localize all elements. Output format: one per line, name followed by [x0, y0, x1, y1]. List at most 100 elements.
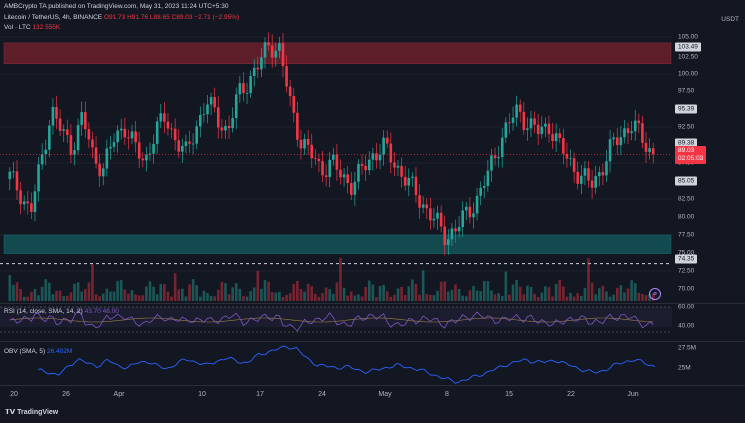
candle-body [357, 163, 360, 182]
volume-bar [303, 291, 306, 301]
candle-body [371, 153, 375, 160]
candle-body [181, 145, 184, 152]
candle-body [619, 137, 623, 146]
candle-body [375, 153, 378, 161]
volume-bar [127, 293, 130, 301]
volume-bar [623, 292, 626, 301]
volume-bar [425, 294, 429, 301]
volume-bar [486, 281, 490, 301]
indicator-settings-icon[interactable]: ⌀ [649, 288, 661, 300]
candle-body [342, 174, 346, 178]
volume-bar [421, 270, 425, 301]
volume-bar [15, 282, 19, 301]
candle-body [526, 128, 529, 130]
candle-body [227, 125, 231, 129]
volume-bar [382, 284, 385, 301]
candle-body [130, 131, 134, 139]
volume-bar [184, 296, 188, 301]
volume-bar [580, 296, 583, 301]
volume-bar [191, 279, 195, 301]
candle-body [562, 137, 565, 154]
symbol-legend: Litecoin / TetherUS, 4h, BINANCE O91.73 … [4, 14, 239, 21]
candle-body [152, 143, 155, 154]
volume-bar [195, 285, 199, 301]
candle-body [224, 125, 227, 131]
candle-body [522, 111, 526, 130]
volume-bar [447, 291, 450, 301]
candle-body [119, 128, 123, 131]
candle-body [76, 124, 80, 151]
candle-body [22, 201, 26, 205]
ohlc-values: O91.73 H91.76 L88.65 C89.03 −2.71 (−2.95… [103, 14, 240, 21]
volume-bar [242, 295, 245, 301]
obv-legend[interactable]: OBV (SMA, 5) 26.402M [4, 348, 72, 355]
time-tick: 24 [318, 391, 326, 398]
volume-bar [590, 282, 594, 301]
volume-bar [482, 280, 486, 301]
candle-body [8, 171, 12, 180]
time-tick: 10 [198, 391, 206, 398]
tradingview-logo[interactable]: 𝗧𝗩 TradingView [5, 408, 58, 416]
volume-bar [475, 290, 479, 301]
candle-body [206, 104, 209, 115]
volume-bar [371, 284, 375, 301]
volume-bar [583, 288, 587, 301]
volume-bar [357, 294, 360, 301]
volume-bar [51, 294, 55, 301]
level-price-tag: 89.38 [675, 138, 698, 148]
candle-body [580, 175, 583, 184]
candle-body [436, 212, 439, 219]
candle-body [216, 107, 220, 128]
volume-bar [526, 285, 529, 301]
rsi-legend[interactable]: RSI (14, close, SMA, 14, 2) 43.70 48.00 [4, 308, 119, 315]
volume-bar [479, 291, 482, 301]
volume-bar [396, 288, 400, 301]
candle-body [565, 153, 569, 159]
rsi-band [0, 307, 672, 327]
volume-bar [19, 289, 22, 301]
price-tick: 97.50 [678, 87, 695, 95]
candle-body [91, 139, 94, 148]
volume-bar [66, 295, 69, 301]
volume-value: 132.555K [32, 24, 61, 31]
obv-legend-label: OBV (SMA, 5) [4, 348, 46, 355]
volume-bar [540, 292, 544, 301]
candle-body [382, 137, 385, 155]
time-tick: 20 [10, 391, 18, 398]
volume-bar [569, 293, 572, 301]
volume-bar [263, 279, 267, 301]
pane-separator[interactable] [0, 303, 745, 304]
candle-body [572, 158, 576, 172]
candle-body [256, 67, 260, 70]
candle-body [633, 120, 637, 132]
candle-body [213, 97, 216, 108]
candle-body [490, 155, 493, 171]
candle-body [105, 148, 109, 169]
candle-body [170, 128, 173, 130]
volume-bar [213, 296, 216, 301]
candle-body [497, 157, 500, 159]
candle-body [536, 124, 540, 135]
candle-body [641, 123, 644, 143]
candle-body [83, 112, 87, 130]
obv-line [37, 345, 656, 384]
candle-body [349, 183, 353, 195]
candle-body [400, 165, 403, 177]
volume-bar [87, 282, 91, 301]
volume-bar [270, 292, 274, 301]
volume-bar [378, 286, 382, 301]
pane-separator[interactable] [0, 341, 745, 342]
volume-bar [508, 294, 511, 301]
volume-bar [58, 290, 62, 301]
volume-bar [529, 286, 533, 301]
candle-body [159, 113, 163, 122]
price-tick: 105.00 [678, 33, 698, 41]
support-zone [3, 234, 672, 254]
volume-bar [432, 295, 436, 301]
volume-bar [389, 296, 393, 301]
symbol-name[interactable]: Litecoin / TetherUS, 4h, BINANCE [4, 14, 103, 21]
candle-body [454, 228, 457, 232]
candle-body [396, 165, 400, 168]
volume-bar [504, 271, 508, 301]
